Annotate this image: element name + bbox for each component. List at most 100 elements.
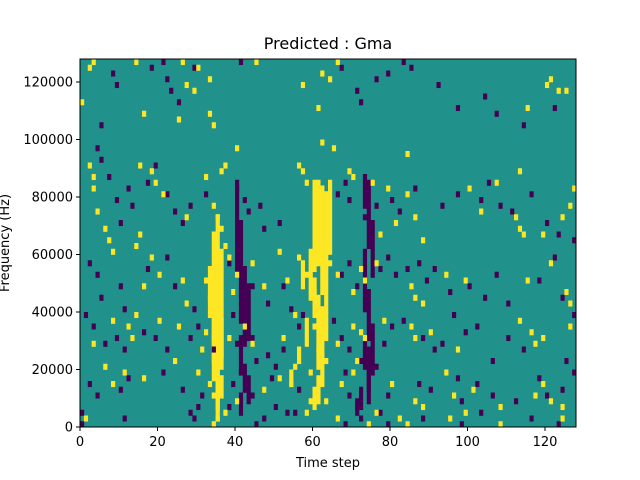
low-band	[362, 340, 368, 370]
high-cell	[134, 59, 139, 66]
low-cell	[114, 82, 120, 89]
high-cell	[80, 99, 85, 106]
high-cell	[235, 145, 240, 152]
low-cell	[386, 254, 391, 261]
high-cell	[498, 421, 503, 428]
high-band	[320, 306, 325, 359]
high-cell	[180, 59, 185, 66]
low-cell	[111, 70, 116, 77]
plot-area	[79, 58, 577, 428]
low-cell	[413, 185, 418, 192]
y-tick-label: 120000	[23, 76, 73, 91]
high-cell	[211, 392, 216, 399]
low-cell	[95, 392, 100, 399]
high-cell	[215, 404, 220, 411]
low-cell	[95, 145, 100, 152]
high-cell	[471, 386, 476, 393]
high-cell	[192, 87, 197, 94]
low-band	[238, 392, 244, 416]
low-band	[366, 179, 371, 250]
high-cell	[103, 363, 108, 370]
high-cell	[386, 185, 391, 192]
low-cell	[506, 300, 511, 307]
high-band	[215, 214, 220, 330]
high-cell	[176, 323, 182, 330]
low-cell	[297, 323, 302, 330]
low-cell	[153, 335, 158, 342]
high-cell	[548, 260, 554, 267]
low-cell	[196, 323, 201, 330]
high-cell	[320, 139, 325, 146]
y-axis-label: Frequency (Hz)	[0, 194, 13, 292]
low-cell	[262, 415, 267, 422]
high-band	[316, 179, 321, 267]
low-cell	[355, 283, 360, 290]
high-cell	[130, 335, 135, 342]
low-cell	[192, 415, 197, 422]
high-cell	[207, 110, 213, 117]
low-cell	[161, 369, 166, 376]
high-cell	[397, 415, 402, 422]
low-band	[242, 266, 247, 347]
high-cell	[560, 404, 565, 411]
low-cell	[483, 294, 488, 301]
high-cell	[359, 266, 364, 273]
low-cell	[455, 375, 461, 382]
y-tick-label: 20000	[32, 363, 73, 378]
low-cell	[180, 220, 185, 227]
high-cell	[556, 87, 561, 94]
high-cell	[362, 277, 368, 284]
low-cell	[176, 99, 182, 106]
low-cell	[382, 340, 387, 347]
high-cell	[215, 415, 220, 422]
high-cell	[134, 312, 139, 319]
low-cell	[386, 70, 391, 77]
high-cell	[297, 254, 302, 261]
y-axis: 0 20000 40000 60000 80000 100000 120000	[23, 76, 80, 436]
low-cell	[486, 179, 492, 186]
low-cell	[545, 392, 550, 399]
low-cell	[475, 323, 480, 330]
low-cell	[122, 346, 127, 353]
low-cell	[173, 283, 178, 290]
high-cell	[413, 398, 418, 405]
low-cell	[238, 369, 244, 376]
low-cell	[347, 392, 352, 399]
high-cell	[142, 283, 147, 290]
low-cell	[560, 294, 565, 301]
high-cell	[378, 231, 383, 238]
high-band	[308, 248, 313, 301]
low-cell	[436, 82, 441, 89]
low-cell	[440, 340, 445, 347]
low-cell	[165, 254, 170, 261]
low-cell	[374, 202, 379, 209]
low-cell	[479, 197, 484, 204]
low-cell	[556, 421, 561, 428]
low-cell	[281, 283, 286, 290]
low-cell	[258, 202, 263, 209]
high-cell	[304, 271, 309, 278]
high-band	[215, 300, 220, 393]
high-band	[316, 375, 321, 405]
high-cell	[572, 185, 577, 192]
high-cell	[149, 254, 154, 261]
low-cell	[521, 346, 526, 353]
high-cell	[335, 415, 340, 422]
low-cell	[490, 392, 495, 399]
low-cell	[331, 317, 337, 324]
high-cell	[366, 421, 371, 428]
high-cell	[223, 162, 228, 169]
low-cell	[188, 409, 193, 416]
low-cell	[169, 87, 174, 94]
high-cell	[293, 312, 298, 319]
high-cell	[320, 70, 325, 77]
low-cell	[343, 179, 348, 186]
high-cell	[111, 381, 116, 388]
x-tick-label: 60	[304, 435, 321, 450]
high-cell	[138, 231, 143, 238]
low-cell	[572, 312, 577, 319]
high-cell	[161, 191, 166, 198]
low-cell	[498, 202, 503, 209]
low-cell	[355, 87, 360, 94]
high-cell	[219, 168, 224, 175]
